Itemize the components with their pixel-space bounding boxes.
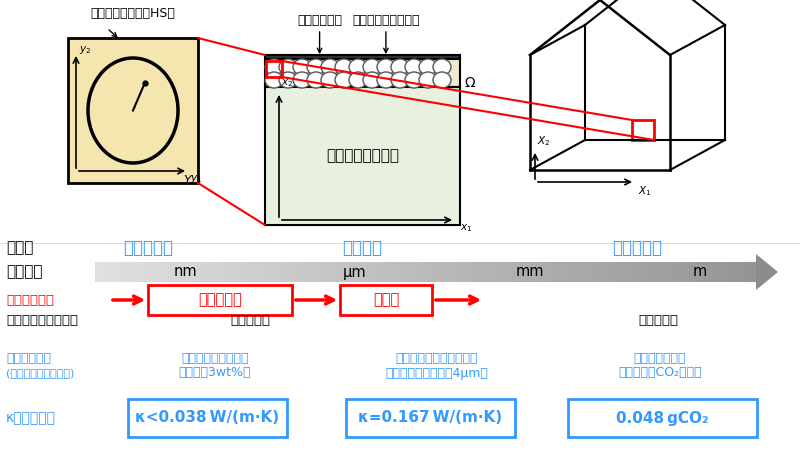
Text: $y_1$: $y_1$ bbox=[190, 173, 202, 185]
Ellipse shape bbox=[279, 72, 297, 88]
FancyBboxPatch shape bbox=[265, 59, 460, 87]
Text: プライマリーコート: プライマリーコート bbox=[352, 14, 420, 27]
Ellipse shape bbox=[335, 59, 353, 75]
Ellipse shape bbox=[279, 59, 297, 75]
FancyBboxPatch shape bbox=[346, 399, 515, 437]
Text: 冬季一晩のCO₂削減量: 冬季一晩のCO₂削減量 bbox=[618, 366, 702, 379]
Ellipse shape bbox=[321, 59, 339, 75]
Text: mm: mm bbox=[516, 265, 544, 279]
Ellipse shape bbox=[405, 59, 423, 75]
Ellipse shape bbox=[363, 72, 381, 88]
Text: $X_1$: $X_1$ bbox=[638, 184, 651, 198]
FancyBboxPatch shape bbox=[265, 55, 460, 59]
Polygon shape bbox=[756, 254, 778, 290]
Ellipse shape bbox=[419, 59, 437, 75]
Text: κ<0.038 W/(m·K): κ<0.038 W/(m·K) bbox=[135, 410, 279, 426]
Ellipse shape bbox=[293, 59, 311, 75]
Ellipse shape bbox=[321, 72, 339, 88]
Text: 性能評価結果: 性能評価結果 bbox=[6, 351, 51, 364]
Text: $x_1$: $x_1$ bbox=[460, 222, 472, 234]
Ellipse shape bbox=[307, 59, 325, 75]
Ellipse shape bbox=[419, 72, 437, 88]
Text: $\Omega$: $\Omega$ bbox=[464, 76, 476, 90]
Ellipse shape bbox=[377, 59, 395, 75]
Text: 中空シリカ粒子（HS）: 中空シリカ粒子（HS） bbox=[90, 7, 175, 20]
Text: 計算力学アプローチ: 計算力学アプローチ bbox=[6, 314, 78, 327]
Text: $X_2$: $X_2$ bbox=[537, 134, 550, 148]
Ellipse shape bbox=[293, 72, 311, 88]
Text: m: m bbox=[693, 265, 707, 279]
FancyBboxPatch shape bbox=[148, 285, 292, 315]
Text: 単位面積あたり: 単位面積あたり bbox=[634, 351, 686, 364]
Text: マクロ構造: マクロ構造 bbox=[613, 239, 662, 257]
Ellipse shape bbox=[433, 59, 451, 75]
Ellipse shape bbox=[391, 72, 409, 88]
Text: トップコート: トップコート bbox=[297, 14, 342, 27]
Text: κ：熱伝導率: κ：熱伝導率 bbox=[6, 411, 56, 425]
Text: κ=0.167 W/(m·K): κ=0.167 W/(m·K) bbox=[358, 410, 502, 426]
Text: 0.048 gCO₂: 0.048 gCO₂ bbox=[616, 410, 709, 426]
FancyBboxPatch shape bbox=[128, 399, 287, 437]
Ellipse shape bbox=[307, 72, 325, 88]
Text: 構　造: 構 造 bbox=[6, 240, 34, 256]
FancyBboxPatch shape bbox=[68, 38, 198, 183]
Text: ポリカーボネート: ポリカーボネート bbox=[326, 148, 399, 163]
Text: （含有率3wt%）: （含有率3wt%） bbox=[178, 366, 251, 379]
Ellipse shape bbox=[377, 72, 395, 88]
Text: スケール: スケール bbox=[6, 265, 42, 279]
Text: 中空シリカコート層: 中空シリカコート層 bbox=[182, 351, 249, 364]
Text: スケール連成: スケール連成 bbox=[6, 293, 54, 306]
Text: ミクロ構造: ミクロ構造 bbox=[123, 239, 173, 257]
Ellipse shape bbox=[349, 72, 367, 88]
Ellipse shape bbox=[265, 59, 283, 75]
Text: （コーティング厘サ4μm）: （コーティング厘サ4μm） bbox=[386, 366, 489, 379]
FancyBboxPatch shape bbox=[265, 87, 460, 225]
Text: 有限要素法: 有限要素法 bbox=[230, 314, 270, 327]
Text: $Y$: $Y$ bbox=[182, 174, 193, 187]
FancyBboxPatch shape bbox=[568, 399, 757, 437]
Ellipse shape bbox=[335, 72, 353, 88]
Ellipse shape bbox=[363, 59, 381, 75]
Text: 有限体積法: 有限体積法 bbox=[638, 314, 678, 327]
Text: (数値解析＆実証実験): (数値解析＆実証実験) bbox=[6, 368, 74, 378]
FancyBboxPatch shape bbox=[340, 285, 432, 315]
Text: 複合則: 複合則 bbox=[373, 292, 399, 307]
Ellipse shape bbox=[349, 59, 367, 75]
Text: $x_2$: $x_2$ bbox=[281, 77, 294, 89]
Text: 均質化理論: 均質化理論 bbox=[198, 292, 242, 307]
Ellipse shape bbox=[405, 72, 423, 88]
Text: メゾ構造: メゾ構造 bbox=[342, 239, 382, 257]
Text: μm: μm bbox=[343, 265, 367, 279]
Text: $y_2$: $y_2$ bbox=[79, 44, 91, 56]
Ellipse shape bbox=[433, 72, 451, 88]
Ellipse shape bbox=[391, 59, 409, 75]
Ellipse shape bbox=[265, 72, 283, 88]
Text: 中空シリカコート積層窓: 中空シリカコート積層窓 bbox=[396, 351, 478, 364]
Text: nm: nm bbox=[173, 265, 197, 279]
